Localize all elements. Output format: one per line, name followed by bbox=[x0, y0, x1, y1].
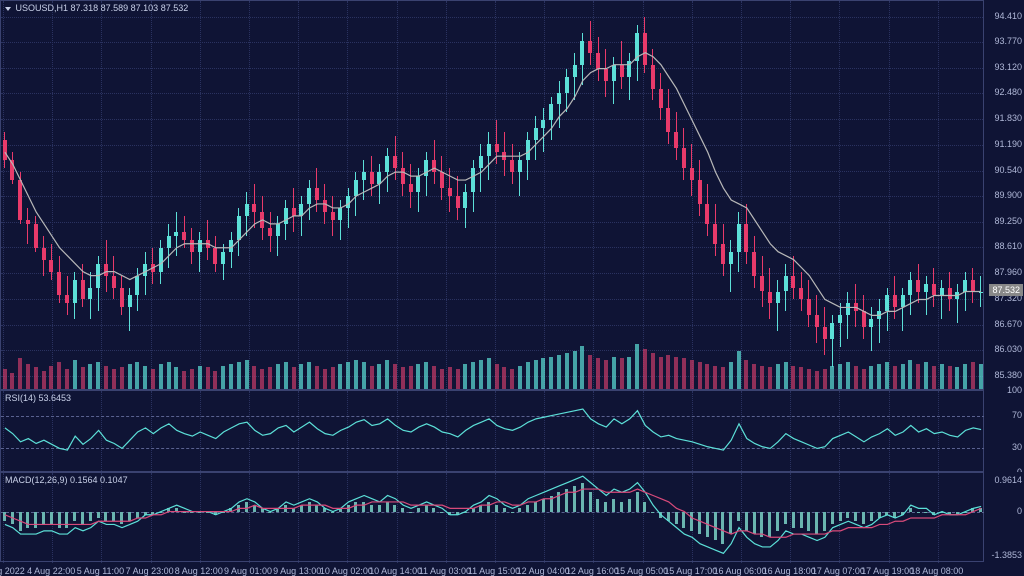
rsi-line bbox=[1, 391, 985, 473]
rsi-y-axis: 10070300 bbox=[984, 390, 1024, 472]
price-y-axis: 94.41093.77093.12092.48091.83091.19090.5… bbox=[984, 0, 1024, 390]
rsi-label: RSI(14) 53.6453 bbox=[5, 393, 71, 403]
macd-lines bbox=[1, 473, 985, 563]
symbol-title: USOUSD,H1 87.318 87.589 87.103 87.532 bbox=[5, 3, 188, 13]
trading-chart: USOUSD,H1 87.318 87.589 87.103 87.532 bbox=[0, 0, 1024, 576]
time-x-axis: 4 Aug 20224 Aug 22:005 Aug 11:007 Aug 23… bbox=[0, 562, 984, 576]
moving-average-line bbox=[1, 1, 985, 391]
macd-y-axis: 0.96140-1.3853 bbox=[984, 472, 1024, 562]
macd-label: MACD(12,26,9) 0.1564 0.1047 bbox=[5, 475, 128, 485]
price-panel[interactable]: USOUSD,H1 87.318 87.589 87.103 87.532 bbox=[0, 0, 984, 390]
macd-panel[interactable]: MACD(12,26,9) 0.1564 0.1047 bbox=[0, 472, 984, 562]
current-price-label: 87.532 bbox=[989, 284, 1023, 296]
rsi-panel[interactable]: RSI(14) 53.6453 bbox=[0, 390, 984, 472]
dropdown-icon[interactable] bbox=[5, 7, 11, 11]
